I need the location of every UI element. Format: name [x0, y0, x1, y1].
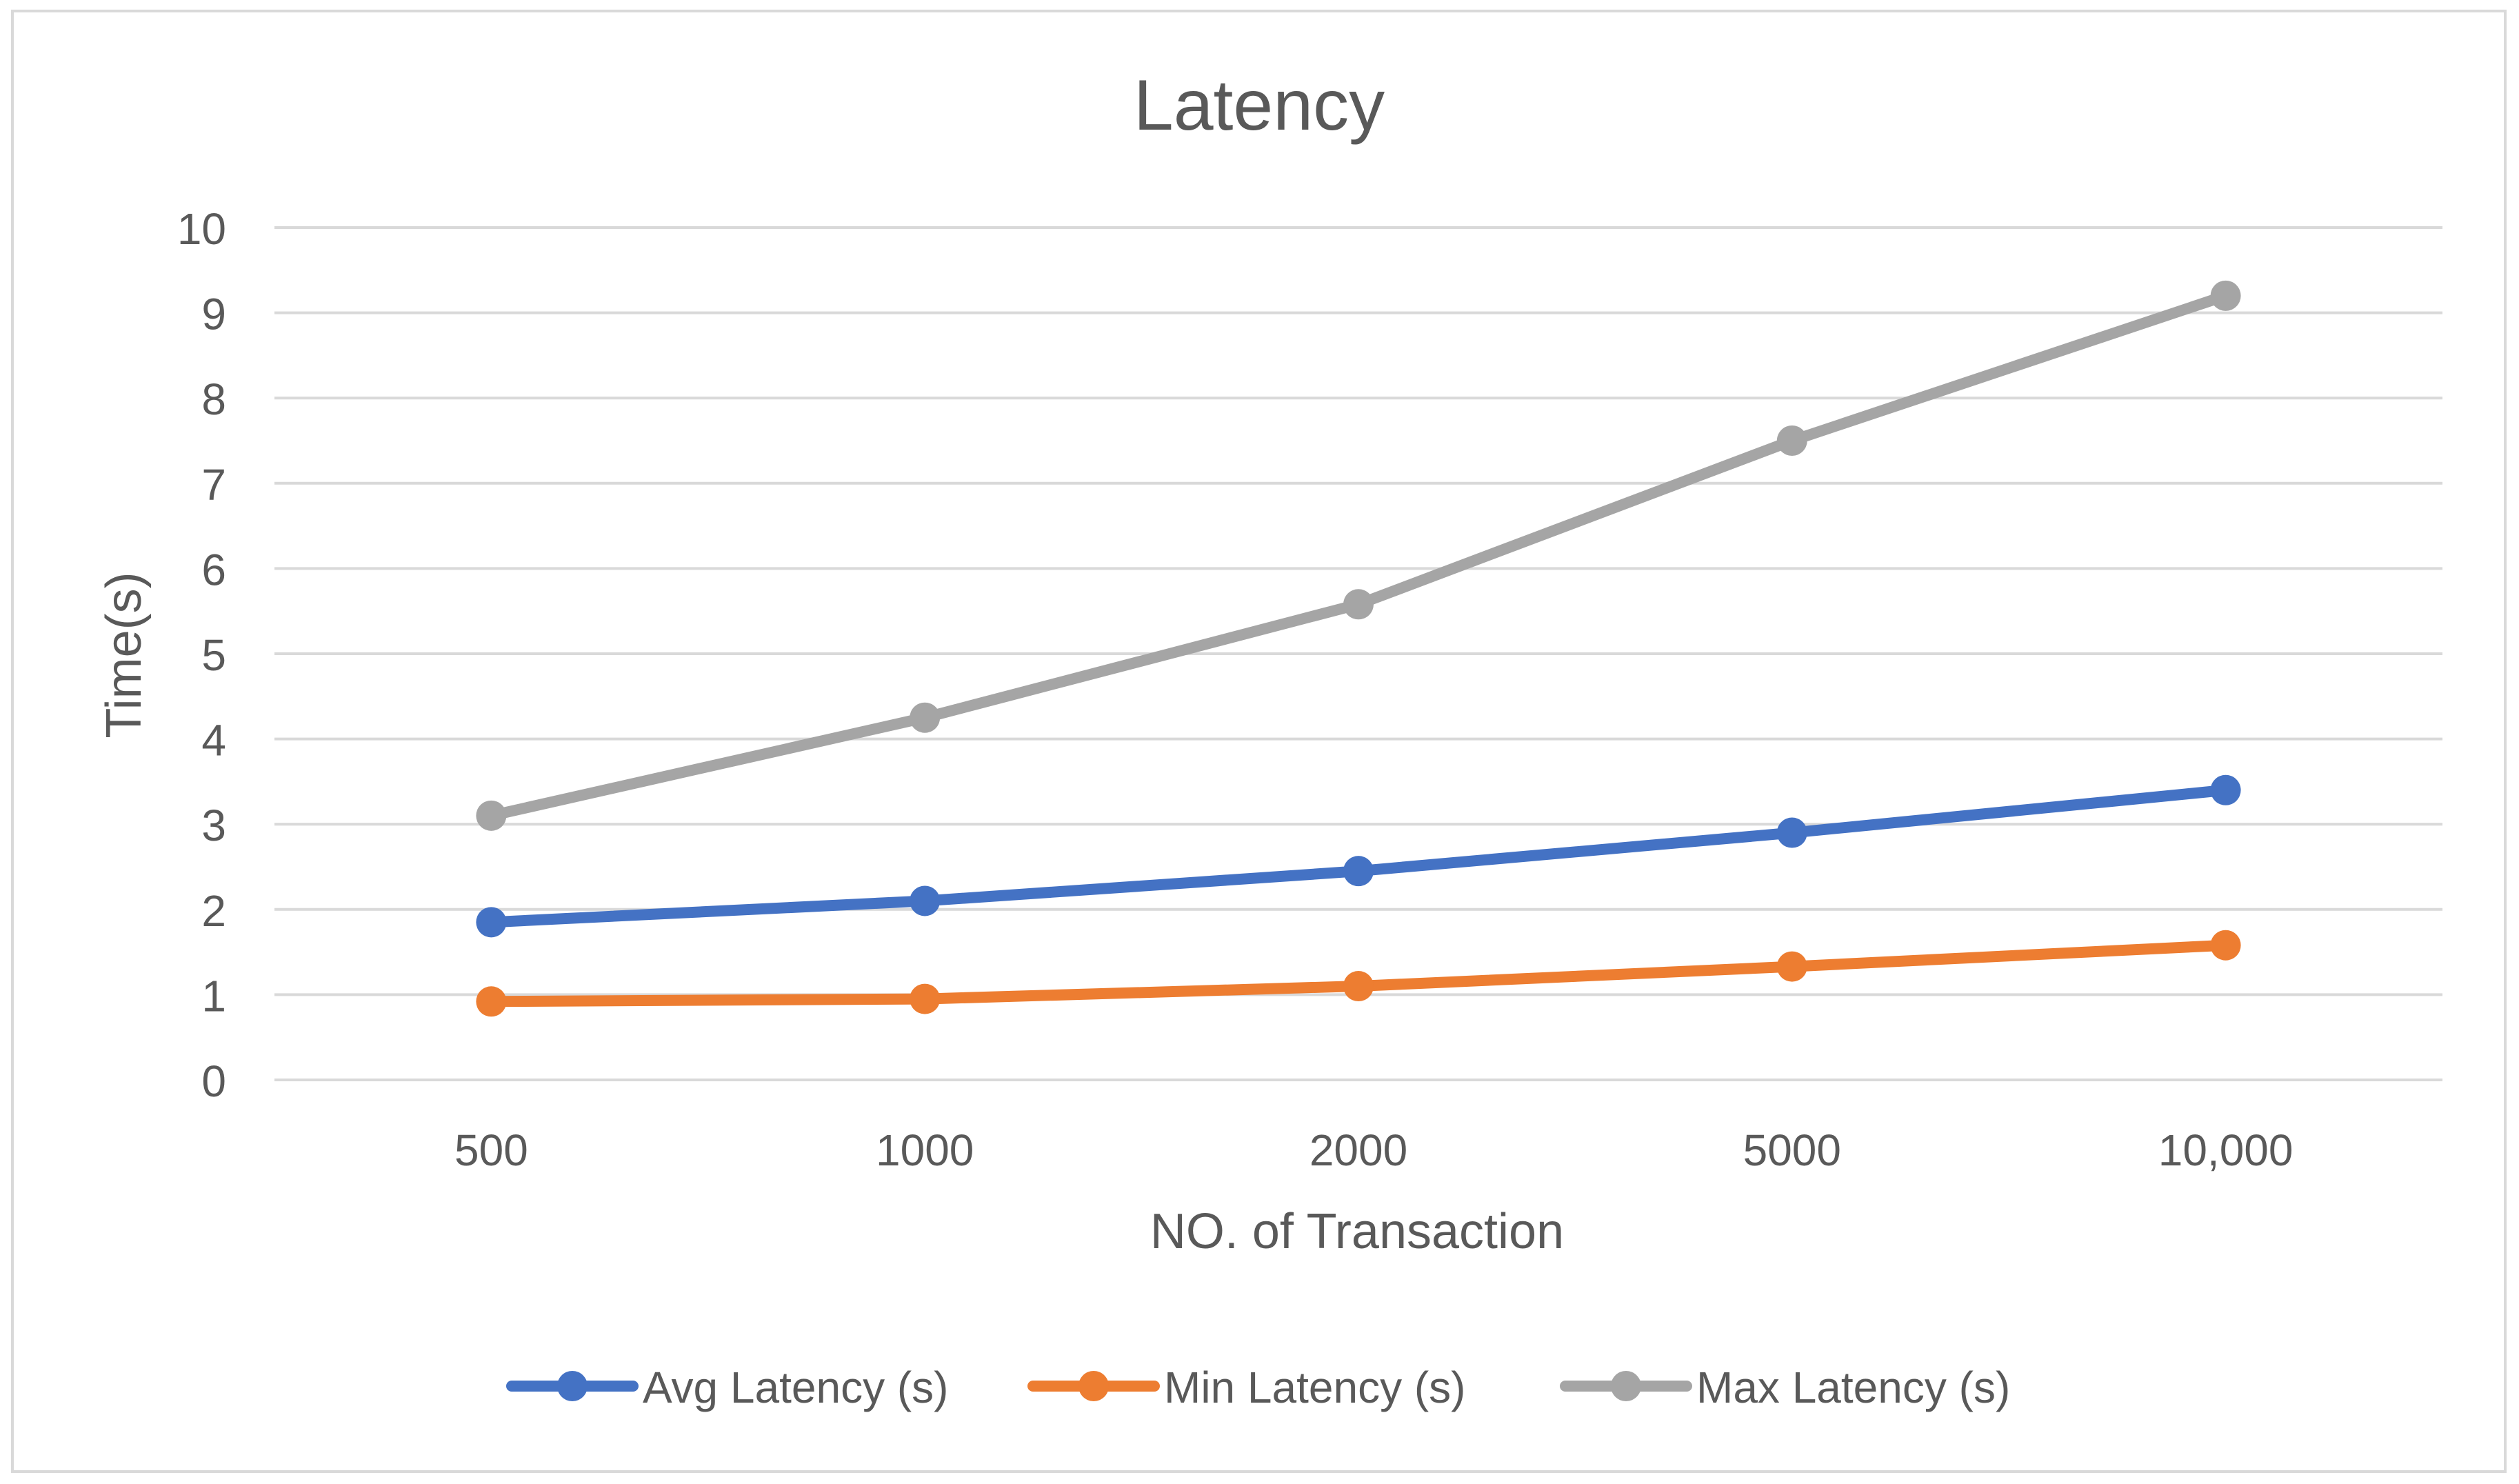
series-min-latency: [476, 930, 2241, 1017]
data-point-avg-1: [910, 885, 941, 916]
x-tick-label: 5000: [1743, 1125, 1841, 1175]
data-point-max-1: [910, 702, 941, 733]
y-tick-label: 5: [201, 630, 226, 680]
y-tick-label: 10: [177, 204, 226, 254]
y-axis-title: Time(s): [97, 572, 152, 738]
x-tick-label: 10,000: [2158, 1125, 2294, 1175]
x-tick-label: 500: [454, 1125, 528, 1175]
data-point-avg-0: [476, 907, 507, 938]
legend-label: Avg Latency (s): [643, 1363, 948, 1412]
data-point-min-1: [910, 983, 941, 1014]
data-point-min-0: [476, 986, 507, 1017]
legend-label: Min Latency (s): [1164, 1363, 1465, 1412]
legend-item-min: Min Latency (s): [1027, 1363, 1465, 1412]
legend-marker: [1078, 1371, 1109, 1401]
legend-label: Max Latency (s): [1696, 1363, 2010, 1412]
x-tick-label: 1000: [876, 1125, 974, 1175]
data-point-avg-3: [1776, 817, 1807, 848]
legend-item-max: Max Latency (s): [1560, 1363, 2010, 1412]
legend: Avg Latency (s) Min Latency (s) Max Latenc…: [506, 1363, 2010, 1412]
chart-frame: [11, 10, 2507, 1473]
legend-marker: [1611, 1371, 1641, 1401]
y-tick-label: 9: [201, 290, 226, 339]
series-lines: [476, 280, 2241, 1017]
y-tick-label: 1: [201, 971, 226, 1021]
data-point-max-2: [1343, 589, 1374, 620]
legend-marker: [557, 1371, 588, 1401]
data-point-max-3: [1776, 425, 1807, 456]
legend-item-avg: Avg Latency (s): [506, 1363, 948, 1412]
y-tick-label: 3: [201, 801, 226, 850]
x-tick-labels: 500 1000 2000 5000 10,000: [454, 1125, 2293, 1175]
data-point-avg-4: [2210, 774, 2241, 805]
y-tick-label: 0: [201, 1056, 226, 1106]
y-tick-label: 8: [201, 374, 226, 424]
data-point-avg-2: [1343, 856, 1374, 887]
y-tick-label: 4: [201, 716, 226, 765]
y-tick-label: 6: [201, 545, 226, 594]
data-point-min-2: [1343, 971, 1374, 1002]
chart-title: Latency: [1134, 66, 1385, 146]
y-tick-labels: 0 1 2 3 4 5 6 7 8 9 10: [177, 204, 226, 1106]
data-point-min-3: [1776, 951, 1807, 982]
data-point-min-4: [2210, 930, 2241, 961]
x-axis-title: NO. of Transaction: [1150, 1204, 1564, 1259]
series-max-latency: [476, 280, 2241, 831]
x-tick-label: 2000: [1309, 1125, 1407, 1175]
gridlines: [274, 226, 2442, 1081]
series-avg-latency: [476, 774, 2241, 938]
data-point-max-0: [476, 800, 507, 831]
y-tick-label: 7: [201, 460, 226, 510]
data-point-max-4: [2210, 280, 2241, 311]
y-tick-label: 2: [201, 886, 226, 936]
